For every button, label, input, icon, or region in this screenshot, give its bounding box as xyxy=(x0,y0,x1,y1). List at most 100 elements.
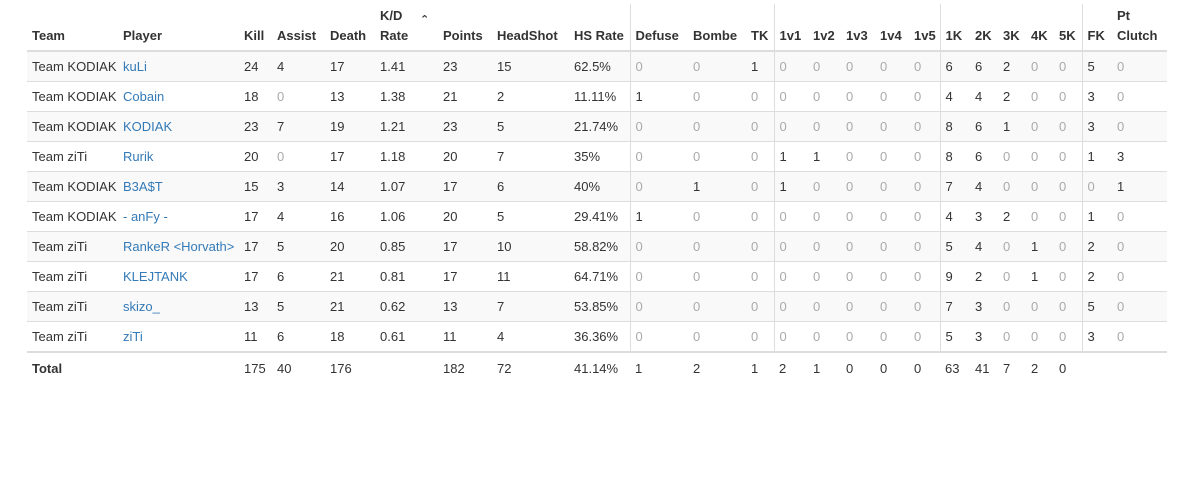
cell-k3: 0 xyxy=(998,171,1026,202)
cell-c4: 0 xyxy=(875,171,909,202)
cell-kill: 18 xyxy=(239,81,272,112)
total-hs: 41.14% xyxy=(569,351,630,385)
column-header-k4[interactable]: 4K xyxy=(1026,4,1054,52)
column-header-c5[interactable]: 1v5 xyxy=(909,4,940,52)
column-header-k2[interactable]: 2K xyxy=(970,4,998,52)
cell-k3: 1 xyxy=(998,111,1026,142)
cell-k1: 6 xyxy=(939,51,970,82)
cell-c1: 0 xyxy=(773,231,808,262)
cell-player: Cobain xyxy=(118,81,239,112)
cell-c1: 0 xyxy=(773,81,808,112)
player-link[interactable]: RankeR <Horvath> xyxy=(123,239,235,254)
cell-k5: 0 xyxy=(1054,51,1082,82)
cell-team: Team ziTi xyxy=(27,291,118,322)
player-link[interactable]: KODIAK xyxy=(123,119,173,134)
column-header-tk[interactable]: TK xyxy=(746,4,774,52)
column-header-kill[interactable]: Kill xyxy=(239,4,272,52)
column-header-kd[interactable]: K/D Rate ⌃ xyxy=(375,4,438,52)
column-header-bombe[interactable]: Bombe xyxy=(688,4,746,52)
cell-headshot: 5 xyxy=(492,111,569,142)
column-header-k5[interactable]: 5K xyxy=(1054,4,1082,52)
cell-hs: 40% xyxy=(569,171,630,202)
player-link[interactable]: skizo_ xyxy=(123,299,160,314)
cell-team: Team ziTi xyxy=(27,261,118,292)
player-link[interactable]: Cobain xyxy=(123,89,165,104)
cell-c2: 0 xyxy=(808,201,841,232)
cell-bombe: 0 xyxy=(688,291,746,322)
cell-c5: 0 xyxy=(909,171,940,202)
cell-c1: 0 xyxy=(773,51,808,82)
column-header-death[interactable]: Death xyxy=(325,4,375,52)
cell-player: ziTi xyxy=(118,321,239,352)
cell-c1: 1 xyxy=(773,141,808,172)
cell-bombe: 0 xyxy=(688,81,746,112)
cell-hs: 11.11% xyxy=(569,81,630,112)
cell-k3: 0 xyxy=(998,321,1026,352)
cell-tk: 1 xyxy=(746,51,774,82)
column-header-c2[interactable]: 1v2 xyxy=(808,4,841,52)
cell-k5: 0 xyxy=(1054,321,1082,352)
cell-headshot: 6 xyxy=(492,171,569,202)
caret-up-icon[interactable]: ⌃ xyxy=(420,14,430,26)
table-row: Team ziTi skizo_ 13 5 21 0.62 13 7 53.85% 0 0 0 0 0 0 0… xyxy=(27,291,1167,322)
total-headshot: 72 xyxy=(492,351,569,385)
table-row: Team KODIAK B3A$T 15 3 14 1.07 17 6 40% 0 1 0 1 0 0 0 0 7… xyxy=(27,171,1167,202)
cell-kd: 0.61 xyxy=(375,321,438,352)
cell-team: Team KODIAK xyxy=(27,111,118,142)
cell-k2: 3 xyxy=(970,291,998,322)
cell-pt: 0 xyxy=(1112,261,1167,292)
column-header-defuse[interactable]: Defuse xyxy=(629,4,688,52)
column-header-c4[interactable]: 1v4 xyxy=(875,4,909,52)
total-bombe: 2 xyxy=(688,351,746,385)
cell-assist: 0 xyxy=(272,141,325,172)
cell-k4: 0 xyxy=(1026,111,1054,142)
cell-tk: 0 xyxy=(746,231,774,262)
player-link[interactable]: ziTi xyxy=(123,329,143,344)
column-header-assist[interactable]: Assist xyxy=(272,4,325,52)
player-stats-table: Team Player Kill Assist Death K/D Rate ⌃ Points… xyxy=(27,4,1167,385)
total-k4: 2 xyxy=(1026,351,1054,385)
player-link[interactable]: - anFy - xyxy=(123,209,168,224)
cell-k2: 4 xyxy=(970,81,998,112)
cell-hs: 62.5% xyxy=(569,51,630,82)
cell-fk: 5 xyxy=(1081,291,1112,322)
cell-c1: 0 xyxy=(773,261,808,292)
column-header-points[interactable]: Points xyxy=(438,4,492,52)
column-header-k1[interactable]: 1K xyxy=(939,4,970,52)
column-header-fk[interactable]: FK xyxy=(1081,4,1112,52)
total-assist: 40 xyxy=(272,351,325,385)
column-header-player[interactable]: Player xyxy=(118,4,239,52)
cell-defuse: 0 xyxy=(629,111,688,142)
cell-fk: 3 xyxy=(1081,321,1112,352)
cell-pt: 1 xyxy=(1112,171,1167,202)
cell-c1: 0 xyxy=(773,291,808,322)
cell-pt: 3 xyxy=(1112,141,1167,172)
cell-k5: 0 xyxy=(1054,171,1082,202)
cell-k4: 0 xyxy=(1026,321,1054,352)
cell-c5: 0 xyxy=(909,291,940,322)
cell-c5: 0 xyxy=(909,81,940,112)
player-link[interactable]: KLEJTANK xyxy=(123,269,188,284)
cell-fk: 0 xyxy=(1081,171,1112,202)
column-header-c3[interactable]: 1v3 xyxy=(841,4,875,52)
cell-fk: 3 xyxy=(1081,81,1112,112)
column-header-c1[interactable]: 1v1 xyxy=(773,4,808,52)
cell-c4: 0 xyxy=(875,51,909,82)
cell-c1: 0 xyxy=(773,111,808,142)
player-link[interactable]: kuLi xyxy=(123,59,147,74)
cell-player: KODIAK xyxy=(118,111,239,142)
column-header-pt[interactable]: Pt Clutch xyxy=(1112,4,1167,52)
player-link[interactable]: B3A$T xyxy=(123,179,163,194)
total-k3: 7 xyxy=(998,351,1026,385)
column-header-headshot[interactable]: HeadShot xyxy=(492,4,569,52)
player-link[interactable]: Rurik xyxy=(123,149,154,164)
cell-bombe: 0 xyxy=(688,321,746,352)
column-header-k3[interactable]: 3K xyxy=(998,4,1026,52)
column-header-team[interactable]: Team xyxy=(27,4,118,52)
cell-bombe: 1 xyxy=(688,171,746,202)
cell-c4: 0 xyxy=(875,141,909,172)
total-kd xyxy=(375,351,438,385)
cell-tk: 0 xyxy=(746,291,774,322)
column-header-hs[interactable]: HS Rate xyxy=(569,4,630,52)
cell-kd: 1.07 xyxy=(375,171,438,202)
